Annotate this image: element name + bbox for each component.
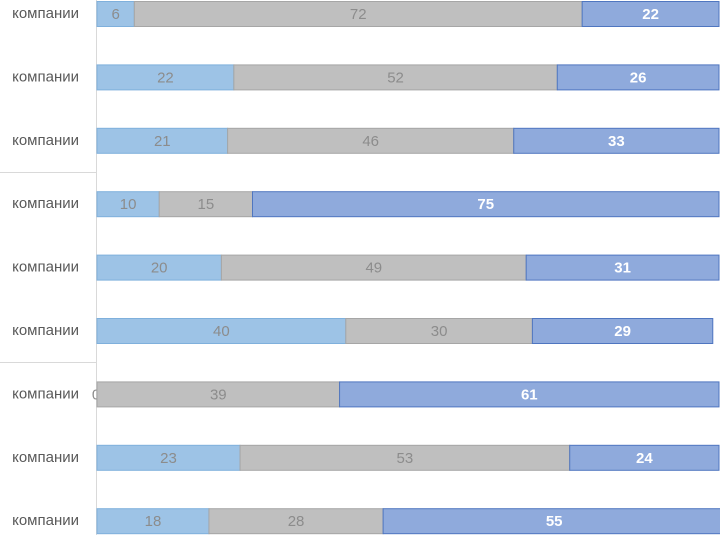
bar-segment (345, 318, 533, 344)
data-label: 29 (614, 323, 631, 340)
y-tick-label: компании (12, 5, 79, 22)
bar-segment (239, 444, 571, 471)
bar-segment (556, 64, 720, 91)
bar-segment (513, 127, 720, 154)
y-tick-label: компании (12, 68, 79, 85)
data-label: 28 (288, 513, 305, 530)
data-label: 15 (198, 196, 215, 213)
bar-segment (96, 254, 222, 281)
bar-segment (531, 318, 714, 344)
data-label: 21 (154, 133, 171, 150)
bar-segment (96, 508, 210, 535)
data-label: 55 (546, 513, 563, 530)
data-label: 20 (151, 260, 168, 277)
data-label: 22 (642, 6, 659, 23)
bar-segment (382, 508, 720, 535)
bar-segment (96, 318, 347, 344)
data-label: 10 (120, 196, 137, 213)
bar-segment (220, 254, 527, 281)
data-label: 40 (213, 323, 230, 340)
data-label: 33 (608, 133, 625, 150)
y-tick-label: компании (12, 259, 79, 276)
data-label: 22 (157, 69, 174, 86)
data-label: 6 (111, 6, 119, 23)
bar-segment (569, 444, 720, 471)
data-label: 72 (350, 6, 367, 23)
bar-segment (133, 1, 583, 27)
data-label: 23 (160, 450, 177, 467)
data-label: 61 (521, 386, 538, 403)
bar-segment (227, 127, 515, 154)
y-tick-label: компании (12, 322, 79, 339)
data-label: 46 (362, 133, 379, 150)
data-label: 0 (92, 386, 100, 403)
data-label: 49 (365, 260, 382, 277)
y-tick-label: компании (12, 132, 79, 149)
data-label: 75 (477, 196, 494, 213)
bar-segment (525, 254, 720, 281)
data-label: 53 (397, 450, 414, 467)
bar-segment (252, 191, 720, 218)
data-label: 26 (630, 69, 647, 86)
bar-segment (233, 64, 558, 91)
data-label: 31 (614, 260, 631, 277)
y-tick-label: компании (12, 512, 79, 529)
bar-segment (96, 381, 341, 408)
bar-segment (96, 1, 135, 27)
bar-segment (96, 191, 160, 218)
y-tick-label: компании (12, 385, 79, 402)
data-label: 18 (145, 513, 162, 530)
bar-segment (581, 1, 720, 27)
data-label: 52 (387, 69, 404, 86)
bar-segment (96, 64, 235, 91)
data-label: 39 (210, 386, 227, 403)
y-tick-label: компании (12, 195, 79, 212)
data-label: 30 (431, 323, 448, 340)
bar-segment (339, 381, 720, 408)
data-label: 24 (636, 450, 653, 467)
bar-segment (158, 191, 253, 218)
y-tick-label: компании (12, 449, 79, 466)
